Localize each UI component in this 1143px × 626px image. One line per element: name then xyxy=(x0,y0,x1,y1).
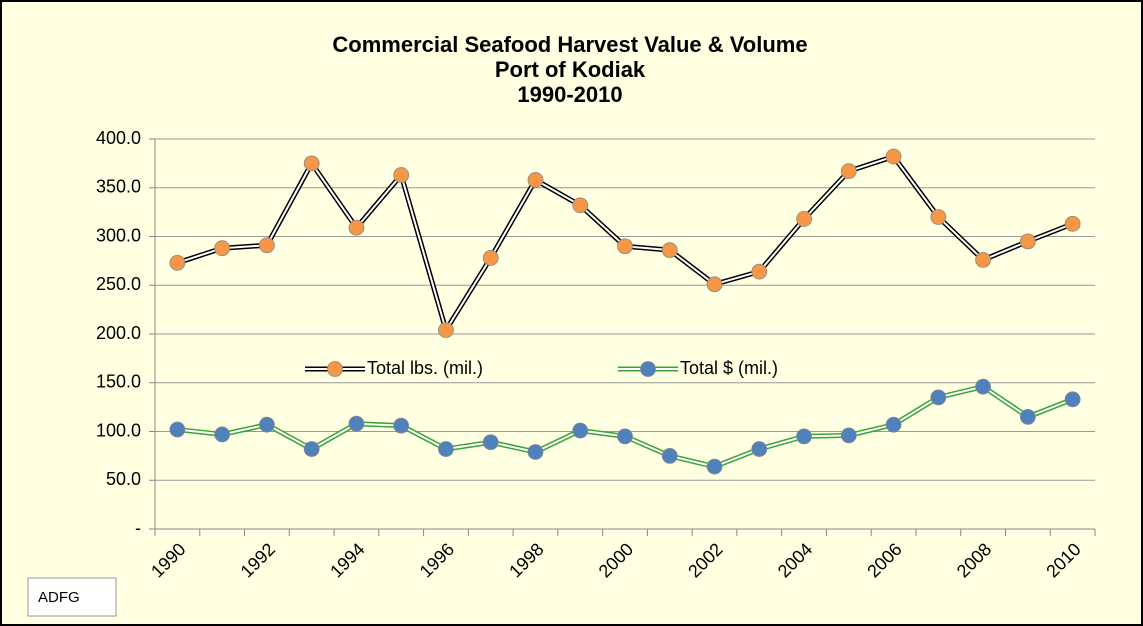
marker xyxy=(1019,408,1036,425)
marker xyxy=(885,148,902,165)
marker xyxy=(930,389,947,406)
marker xyxy=(348,415,365,432)
marker xyxy=(796,211,812,227)
marker xyxy=(840,163,857,180)
marker xyxy=(214,240,231,257)
y-tick-label: 250.0 xyxy=(96,274,141,294)
marker xyxy=(169,254,186,271)
marker xyxy=(393,167,410,183)
y-tick-label: 350.0 xyxy=(96,177,141,197)
chart-title: Port of Kodiak xyxy=(495,57,646,82)
annotation-box xyxy=(27,577,117,617)
marker xyxy=(438,322,454,339)
marker xyxy=(1064,215,1081,232)
marker xyxy=(527,444,544,460)
marker xyxy=(482,434,499,451)
marker xyxy=(348,219,365,236)
marker xyxy=(169,421,186,438)
marker xyxy=(706,458,723,475)
marker xyxy=(214,426,231,443)
y-tick-label: 100.0 xyxy=(96,420,141,440)
marker xyxy=(572,422,589,439)
chart-title: 1990-2010 xyxy=(517,82,622,107)
marker xyxy=(885,416,902,433)
legend-marker xyxy=(327,361,343,377)
annotation: ADFG xyxy=(38,589,80,606)
marker xyxy=(303,155,320,172)
legend-label: Total $ (mil.) xyxy=(680,358,778,378)
marker xyxy=(438,441,454,457)
marker xyxy=(975,378,991,395)
marker xyxy=(259,416,275,433)
y-tick-label: 150.0 xyxy=(96,372,141,392)
marker xyxy=(393,417,410,434)
marker xyxy=(259,237,275,254)
marker xyxy=(661,242,678,259)
marker xyxy=(751,441,768,457)
marker xyxy=(482,250,499,266)
marker xyxy=(1064,391,1081,408)
marker xyxy=(303,441,320,457)
y-tick-label: 400.0 xyxy=(96,128,141,148)
marker xyxy=(617,238,633,255)
marker xyxy=(975,251,991,268)
chart-title: Commercial Seafood Harvest Value & Volum… xyxy=(332,32,807,57)
marker xyxy=(1019,233,1036,250)
legend-label: Total lbs. (mil.) xyxy=(367,358,483,378)
y-tick-label: 200.0 xyxy=(96,323,141,343)
marker xyxy=(617,428,633,445)
marker xyxy=(706,276,723,293)
marker xyxy=(572,197,589,214)
marker xyxy=(527,172,544,188)
legend-marker xyxy=(640,361,656,377)
y-tick-label: 300.0 xyxy=(96,225,141,245)
marker xyxy=(840,427,857,444)
marker xyxy=(796,428,812,445)
marker xyxy=(661,447,678,464)
marker xyxy=(751,263,768,280)
y-tick-label: - xyxy=(135,518,141,538)
marker xyxy=(930,209,947,225)
y-tick-label: 50.0 xyxy=(106,469,141,489)
